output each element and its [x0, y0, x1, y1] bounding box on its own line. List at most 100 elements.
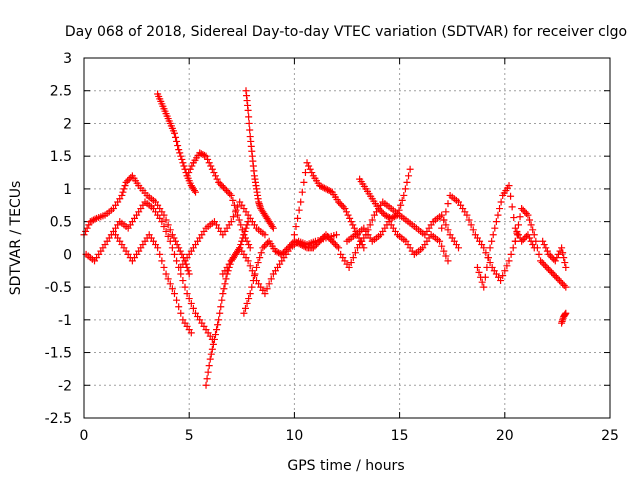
data-point [227, 191, 235, 199]
data-point-interp [350, 224, 358, 232]
data-point-interp [554, 250, 562, 258]
data-point [309, 244, 317, 252]
data-point-interp [301, 243, 309, 251]
data-point [244, 106, 252, 114]
data-point [208, 165, 216, 173]
data-point-interp [82, 227, 90, 235]
data-point-interp [514, 231, 522, 239]
data-point-interp [499, 272, 507, 280]
data-point [246, 244, 254, 252]
data-point [227, 218, 235, 226]
data-point-interp [497, 198, 505, 206]
data-point-interp [438, 242, 446, 250]
data-point-interp [217, 303, 225, 311]
data-point [170, 129, 178, 137]
data-point-interp [176, 149, 184, 157]
data-point-interp [557, 278, 565, 286]
data-point-interp [327, 187, 335, 195]
data-point [183, 172, 191, 180]
data-point-interp [166, 280, 174, 288]
data-point-interp [186, 165, 194, 173]
chart-title: Day 068 of 2018, Sidereal Day-to-day VTE… [65, 24, 627, 40]
data-point-interp [164, 221, 172, 229]
data-point [400, 191, 408, 199]
data-point [444, 257, 452, 265]
data-point-interp [501, 267, 509, 275]
data-point-interp [442, 252, 450, 260]
data-point-interp [552, 273, 560, 281]
data-point-interp [120, 185, 128, 193]
data-point [259, 244, 267, 252]
data-point-interp [444, 226, 452, 234]
data-point-interp [205, 362, 213, 370]
data-point-interp [526, 234, 534, 242]
data-point-interp [121, 182, 129, 190]
y-tick-label: 2 [63, 116, 72, 132]
data-point [543, 263, 551, 271]
data-point-interp [298, 241, 306, 249]
data-point-interp [245, 295, 253, 303]
data-point-interp [325, 187, 333, 195]
data-point [221, 185, 229, 193]
data-point-interp [265, 280, 273, 288]
data-point-interp [312, 241, 320, 249]
data-point-interp [176, 247, 184, 255]
data-point [480, 283, 488, 291]
data-point-interp [254, 259, 262, 267]
data-point-interp [246, 126, 254, 134]
data-point-interp [507, 250, 515, 258]
data-point [360, 244, 368, 252]
data-point [244, 257, 252, 265]
data-point [511, 237, 519, 245]
data-point-interp [162, 216, 170, 224]
data-point-interp [203, 375, 211, 383]
x-tick-label: 20 [496, 428, 514, 444]
data-point [187, 329, 195, 337]
data-point [175, 244, 183, 252]
data-point-interp [229, 196, 237, 204]
data-point [387, 214, 395, 222]
data-point [562, 309, 570, 317]
data-point-interp [208, 345, 216, 353]
data-point [246, 290, 254, 298]
series-arc-a [80, 172, 193, 278]
data-point [261, 290, 269, 298]
data-point [328, 237, 336, 245]
data-point-interp [168, 285, 176, 293]
data-point-interp [170, 250, 178, 258]
data-point-interp [319, 183, 327, 191]
y-tick-label: 1 [63, 182, 72, 198]
y-tick-label: 3 [63, 51, 72, 67]
data-point [332, 231, 340, 239]
data-point-interp [177, 309, 185, 317]
data-point [406, 165, 414, 173]
data-point-interp [257, 249, 265, 257]
data-point-interp [550, 255, 558, 263]
y-tick-label: 1.5 [50, 149, 72, 165]
data-point [497, 277, 505, 285]
data-point-interp [561, 259, 569, 267]
data-point-interp [366, 221, 374, 229]
data-point-interp [267, 275, 275, 283]
data-point-interp [207, 162, 215, 170]
y-tick-label: -1.5 [45, 346, 72, 362]
data-point [278, 250, 286, 258]
data-point-interp [243, 299, 251, 307]
data-point-interp [172, 133, 180, 141]
data-point-interp [213, 175, 221, 183]
data-point-interp [496, 205, 504, 213]
data-point [316, 182, 324, 190]
data-point-interp [219, 183, 227, 191]
data-point-interp [276, 250, 284, 258]
data-point-interp [241, 227, 249, 235]
data-point-interp [338, 201, 346, 209]
data-point-interp [245, 119, 253, 127]
data-point-interp [245, 113, 253, 121]
data-point-interp [317, 236, 325, 244]
data-point [269, 224, 277, 232]
data-point-interp [241, 304, 249, 312]
data-point [234, 211, 242, 219]
data-point-interp [243, 221, 251, 229]
data-point-interp [300, 242, 308, 250]
